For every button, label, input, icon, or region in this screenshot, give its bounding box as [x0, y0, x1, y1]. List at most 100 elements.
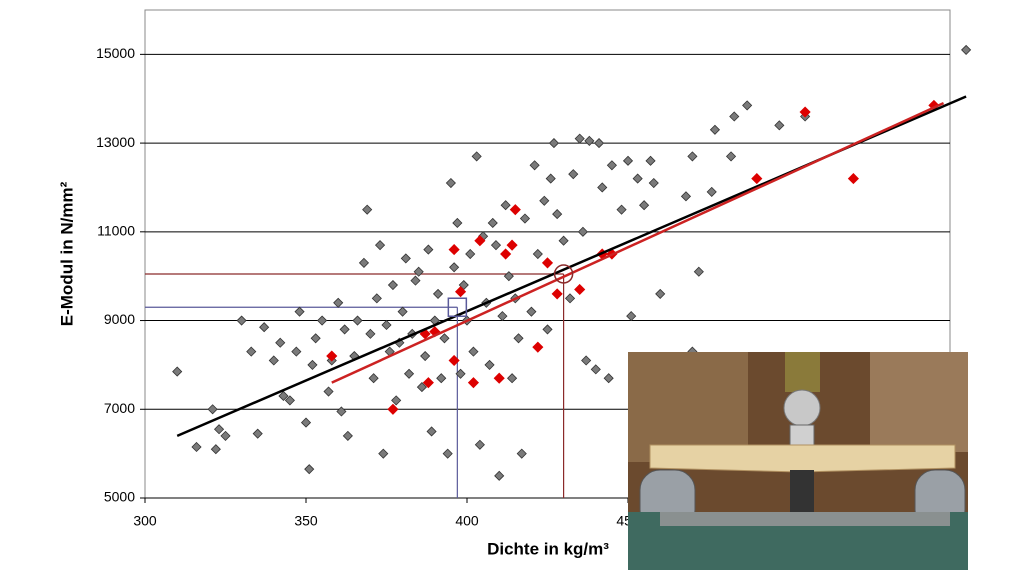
point: [449, 262, 460, 273]
point: [252, 428, 263, 439]
point: [484, 359, 495, 370]
point: [365, 328, 376, 339]
point: [558, 235, 569, 246]
point: [336, 406, 347, 417]
point: [507, 373, 518, 384]
y-tick-label: 7000: [104, 400, 135, 416]
point: [333, 297, 344, 308]
point: [304, 464, 315, 475]
point: [426, 426, 437, 437]
x-tick-label: 300: [133, 513, 157, 529]
point: [323, 386, 334, 397]
x-tick-label: 350: [294, 513, 318, 529]
point: [391, 395, 402, 406]
point: [529, 160, 540, 171]
point: [542, 324, 553, 335]
point: [497, 311, 508, 322]
point: [568, 169, 579, 180]
point: [275, 337, 286, 348]
photo-press: [785, 352, 820, 392]
point: [552, 209, 563, 220]
point: [307, 359, 318, 370]
point: [597, 182, 608, 193]
point: [655, 288, 666, 299]
photo-wall: [628, 352, 748, 462]
point: [961, 44, 972, 55]
point: [317, 315, 328, 326]
point: [236, 315, 247, 326]
point: [207, 404, 218, 415]
point: [362, 204, 373, 215]
point: [339, 324, 350, 335]
point: [709, 124, 721, 135]
point: [294, 306, 305, 317]
point: [639, 200, 650, 211]
point: [448, 354, 460, 367]
point: [774, 120, 785, 131]
point: [493, 372, 505, 384]
point: [300, 417, 312, 428]
point: [532, 248, 543, 260]
point: [278, 390, 289, 402]
x-tick-label: 400: [455, 513, 479, 529]
point: [420, 350, 431, 362]
point: [541, 257, 554, 269]
point: [387, 279, 399, 291]
point: [847, 173, 859, 185]
photo-rail: [660, 512, 950, 526]
x-axis-label: Dichte in kg/m³: [487, 539, 609, 558]
point: [626, 311, 637, 322]
point: [403, 368, 415, 379]
point: [352, 315, 363, 326]
point: [220, 430, 231, 441]
point: [474, 235, 486, 247]
point: [751, 173, 763, 185]
reference-marker: [447, 297, 468, 317]
point: [326, 350, 338, 362]
photo-press-head: [783, 389, 821, 427]
point: [410, 275, 421, 286]
point: [513, 333, 524, 344]
point: [648, 177, 659, 189]
point: [500, 248, 512, 260]
point: [729, 111, 740, 122]
point: [687, 151, 698, 162]
point: [500, 200, 511, 211]
point: [706, 186, 717, 197]
y-tick-label: 9000: [104, 311, 135, 327]
point: [191, 441, 202, 453]
point: [465, 248, 476, 260]
point: [416, 382, 427, 393]
point: [436, 373, 447, 384]
point: [400, 253, 411, 264]
point: [422, 377, 434, 389]
point: [432, 288, 444, 299]
point: [310, 333, 321, 344]
point: [584, 135, 595, 146]
point: [291, 346, 302, 357]
photo-support: [790, 470, 814, 515]
point: [381, 319, 392, 331]
y-axis-label: E-Modul in N/mm²: [57, 181, 76, 326]
point: [423, 244, 434, 255]
point: [342, 430, 353, 441]
point: [693, 266, 704, 277]
point: [259, 322, 270, 333]
point: [213, 424, 225, 435]
point: [455, 368, 466, 379]
point: [246, 346, 257, 357]
point: [532, 341, 544, 353]
point: [448, 243, 460, 256]
point: [526, 306, 537, 317]
point: [551, 288, 563, 300]
point: [371, 293, 382, 304]
point: [487, 217, 498, 229]
point: [439, 333, 450, 344]
point: [539, 195, 550, 206]
point: [590, 364, 601, 375]
y-tick-label: 13000: [96, 134, 135, 150]
point: [564, 293, 576, 304]
y-tick-label: 15000: [96, 45, 135, 61]
point: [603, 373, 614, 384]
